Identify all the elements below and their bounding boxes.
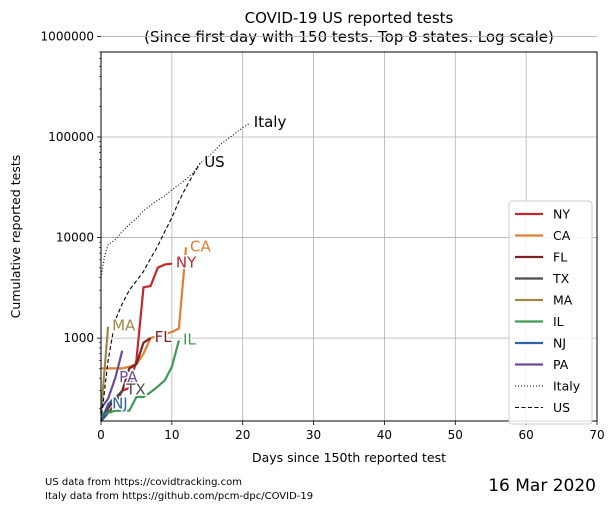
x-tick-label: 40 xyxy=(377,428,392,442)
x-tick-label: 70 xyxy=(589,428,604,442)
legend-entry-pa: PA xyxy=(553,357,569,372)
inline-label-pa: PA xyxy=(119,368,138,386)
legend-entry-il: IL xyxy=(553,314,564,329)
series-line-us xyxy=(100,162,201,422)
x-tick-label: 0 xyxy=(97,428,105,442)
x-tick-label: 60 xyxy=(519,428,534,442)
inline-label-ca: CA xyxy=(190,237,211,255)
footer-us-source: US data from https://covidtracking.com xyxy=(45,477,242,488)
title-line-2: (Since first day with 150 tests. Top 8 s… xyxy=(144,28,554,46)
inline-label-fl: FL xyxy=(155,328,173,346)
chart-title: COVID-19 US reported tests(Since first d… xyxy=(144,9,554,46)
legend-entry-ca: CA xyxy=(553,228,571,243)
series-line-nj xyxy=(99,396,116,422)
inline-label-nj: NJ xyxy=(112,394,128,412)
y-axis-label: Cumulative reported tests xyxy=(8,155,23,319)
x-tick-label: 30 xyxy=(306,428,321,442)
series-line-ma xyxy=(99,326,110,414)
legend-entry-tx: TX xyxy=(552,271,570,286)
series-line-ca xyxy=(101,247,188,370)
legend-entry-ny: NY xyxy=(553,207,570,222)
x-axis-label: Days since 150th reported test xyxy=(252,450,446,465)
plot-frame xyxy=(100,51,598,422)
inline-label-ny: NY xyxy=(176,254,197,272)
x-tick-label: 20 xyxy=(235,428,250,442)
y-tick-label: 1000 xyxy=(63,331,94,345)
legend: NY CA FL TX MA IL NJ PA Italy US xyxy=(508,200,593,425)
series-line-italy xyxy=(100,122,251,278)
inline-label-il: IL xyxy=(183,330,196,348)
inline-label-italy: Italy xyxy=(254,113,287,131)
inline-label-us: US xyxy=(204,153,225,171)
footer-italy-source: Italy data from https://github.com/pcm-d… xyxy=(45,491,314,502)
inline-label-tx: TX xyxy=(125,381,145,399)
legend-entry-fl: FL xyxy=(553,250,567,265)
series-line-fl xyxy=(100,337,152,422)
legend-entry-nj: NJ xyxy=(553,336,566,351)
series-lines xyxy=(99,122,251,422)
series-line-pa xyxy=(100,350,124,410)
title-line-1: COVID-19 US reported tests xyxy=(245,9,454,27)
legend-entry-ma: MA xyxy=(553,293,573,308)
x-tick-label: 50 xyxy=(448,428,463,442)
series-line-tx xyxy=(100,390,124,422)
series-line-il xyxy=(100,340,180,417)
inline-label-ma: MA xyxy=(112,317,136,335)
legend-entry-italy: Italy xyxy=(553,379,581,394)
legend-entry-us: US xyxy=(553,400,570,415)
y-tick-label: 10000 xyxy=(56,231,94,245)
y-tick-label: 1000000 xyxy=(41,29,94,43)
axes: 0 10 20 30 40 50 60 70 1000 10000 100000 1000000 Day… xyxy=(8,29,605,465)
x-tick-label: 10 xyxy=(164,428,179,442)
y-tick-label: 100000 xyxy=(48,130,94,144)
date-stamp: 16 Mar 2020 xyxy=(488,476,596,496)
